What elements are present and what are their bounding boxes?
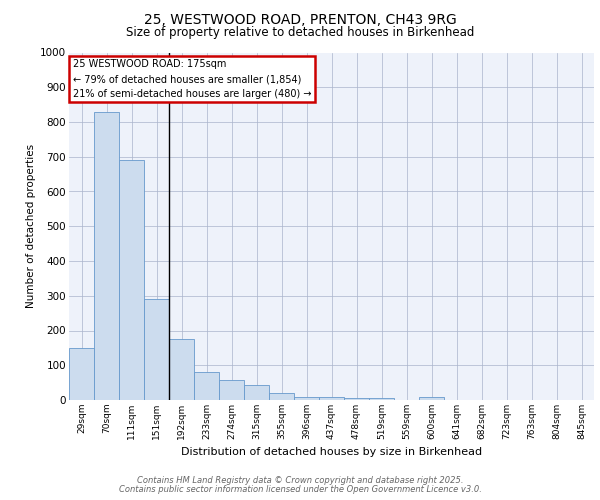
Bar (119, 160, 144, 400)
X-axis label: Distribution of detached houses by size in Birkenhead: Distribution of detached houses by size … (181, 448, 482, 458)
Bar (194, 372, 219, 400)
Bar (269, 393, 294, 400)
Bar (69, 348, 94, 400)
Text: Size of property relative to detached houses in Birkenhead: Size of property relative to detached ho… (126, 26, 474, 39)
Bar (294, 396, 319, 400)
Bar (219, 380, 244, 400)
Bar (319, 397, 344, 400)
Bar (369, 398, 394, 400)
Bar (169, 339, 194, 400)
Text: 25, WESTWOOD ROAD, PRENTON, CH43 9RG: 25, WESTWOOD ROAD, PRENTON, CH43 9RG (143, 12, 457, 26)
Bar (94, 112, 119, 400)
Text: Contains HM Land Registry data © Crown copyright and database right 2025.: Contains HM Land Registry data © Crown c… (137, 476, 463, 485)
Bar (419, 397, 444, 400)
Bar (144, 299, 169, 400)
Bar (244, 386, 269, 400)
Y-axis label: Number of detached properties: Number of detached properties (26, 144, 36, 308)
Text: Contains public sector information licensed under the Open Government Licence v3: Contains public sector information licen… (119, 484, 481, 494)
Bar (344, 398, 369, 400)
Text: 25 WESTWOOD ROAD: 175sqm
← 79% of detached houses are smaller (1,854)
21% of sem: 25 WESTWOOD ROAD: 175sqm ← 79% of detach… (73, 60, 311, 99)
